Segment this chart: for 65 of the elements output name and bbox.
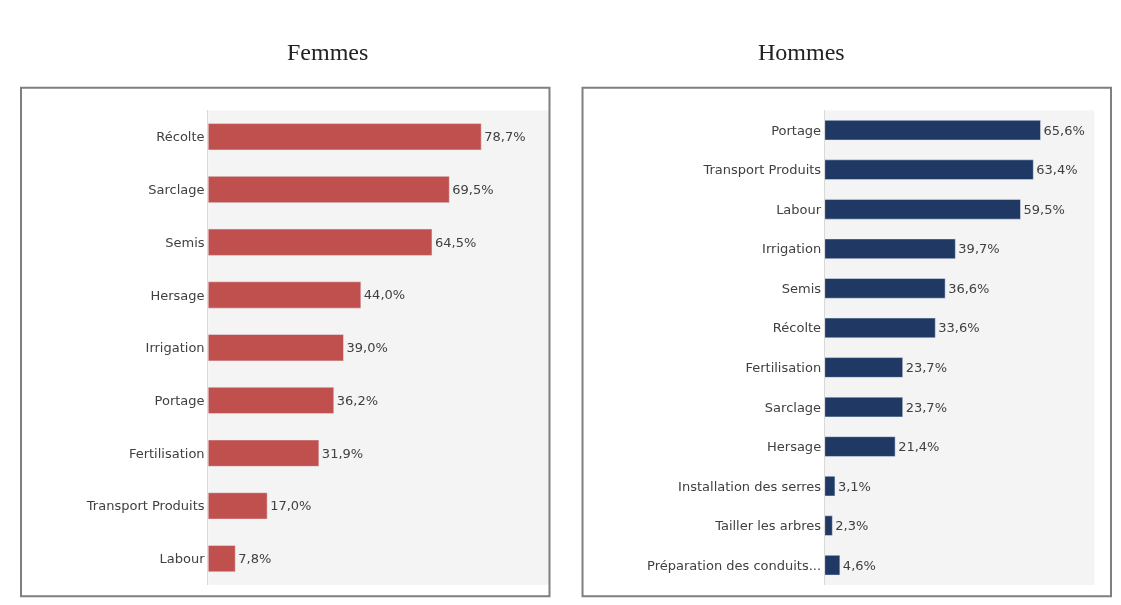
data-label: 33,6% [938, 320, 980, 336]
bar [824, 199, 1021, 220]
data-label: 59,5% [1023, 201, 1065, 217]
y-tick-label: Transport Produits [85, 498, 205, 514]
bar [824, 357, 903, 378]
chart-title: Hommes [758, 39, 845, 65]
bar [208, 281, 362, 309]
bar [208, 545, 236, 573]
y-tick-label: Labour [159, 551, 206, 567]
data-label: 36,2% [336, 392, 379, 408]
y-tick-label: Irrigation [145, 340, 205, 356]
data-label: 17,0% [270, 498, 312, 514]
data-label: 69,5% [452, 182, 494, 197]
y-tick-label: Irrigation [762, 241, 822, 257]
y-tick-label: Fertilisation [128, 445, 205, 461]
data-label: 21,4% [898, 439, 940, 455]
data-label: 36,6% [948, 280, 990, 296]
bar [824, 120, 1041, 141]
data-label: 2,3% [835, 518, 869, 534]
data-label: 44,0% [363, 287, 406, 303]
bar [824, 436, 896, 457]
bar [208, 439, 320, 467]
data-label: 31,9% [321, 445, 364, 461]
bar [824, 317, 936, 339]
bar [208, 176, 450, 203]
bar [208, 334, 344, 362]
y-tick-label: Fertilisation [745, 360, 822, 376]
data-label: 78,7% [484, 129, 526, 145]
bar [208, 123, 482, 151]
y-tick-label: Récolte [156, 129, 205, 145]
y-tick-label: Récolte [772, 320, 822, 336]
y-tick-label: Hersage [767, 439, 822, 455]
y-tick-label: Tailler les arbres [714, 518, 822, 534]
bar [824, 396, 903, 418]
y-tick-label: Portage [154, 392, 205, 408]
bar [208, 228, 433, 256]
bar [824, 515, 833, 536]
data-label: 4,6% [842, 557, 876, 573]
y-tick-label: Transport Produits [702, 162, 822, 178]
y-tick-label: Préparation des conduits... [647, 557, 822, 573]
data-label: 39,0% [346, 340, 388, 356]
bar [824, 238, 956, 259]
y-tick-label: Installation des serres [678, 478, 822, 494]
y-tick-label: Sarclage [764, 399, 822, 415]
data-label: 23,7% [905, 399, 948, 415]
bar [208, 492, 268, 520]
bar [824, 555, 841, 576]
data-label: 3,1% [837, 478, 871, 494]
data-label: 64,5% [434, 234, 477, 250]
data-label: 63,4% [1036, 162, 1078, 178]
chart-title: Femmes [287, 39, 369, 65]
data-label: 65,6% [1043, 122, 1085, 138]
bar [824, 475, 836, 497]
bar [208, 387, 335, 414]
y-tick-label: Portage [771, 122, 822, 138]
y-tick-label: Labour [776, 201, 822, 217]
data-label: 39,7% [958, 241, 1000, 257]
y-tick-label: Sarclage [148, 182, 205, 198]
y-tick-label: Hersage [150, 287, 205, 303]
y-tick-label: Semis [165, 234, 205, 250]
bar [824, 278, 946, 299]
y-tick-label: Semis [781, 280, 822, 296]
bar [824, 159, 1034, 180]
data-label: 7,8% [238, 551, 272, 567]
data-label: 23,7% [905, 359, 948, 375]
